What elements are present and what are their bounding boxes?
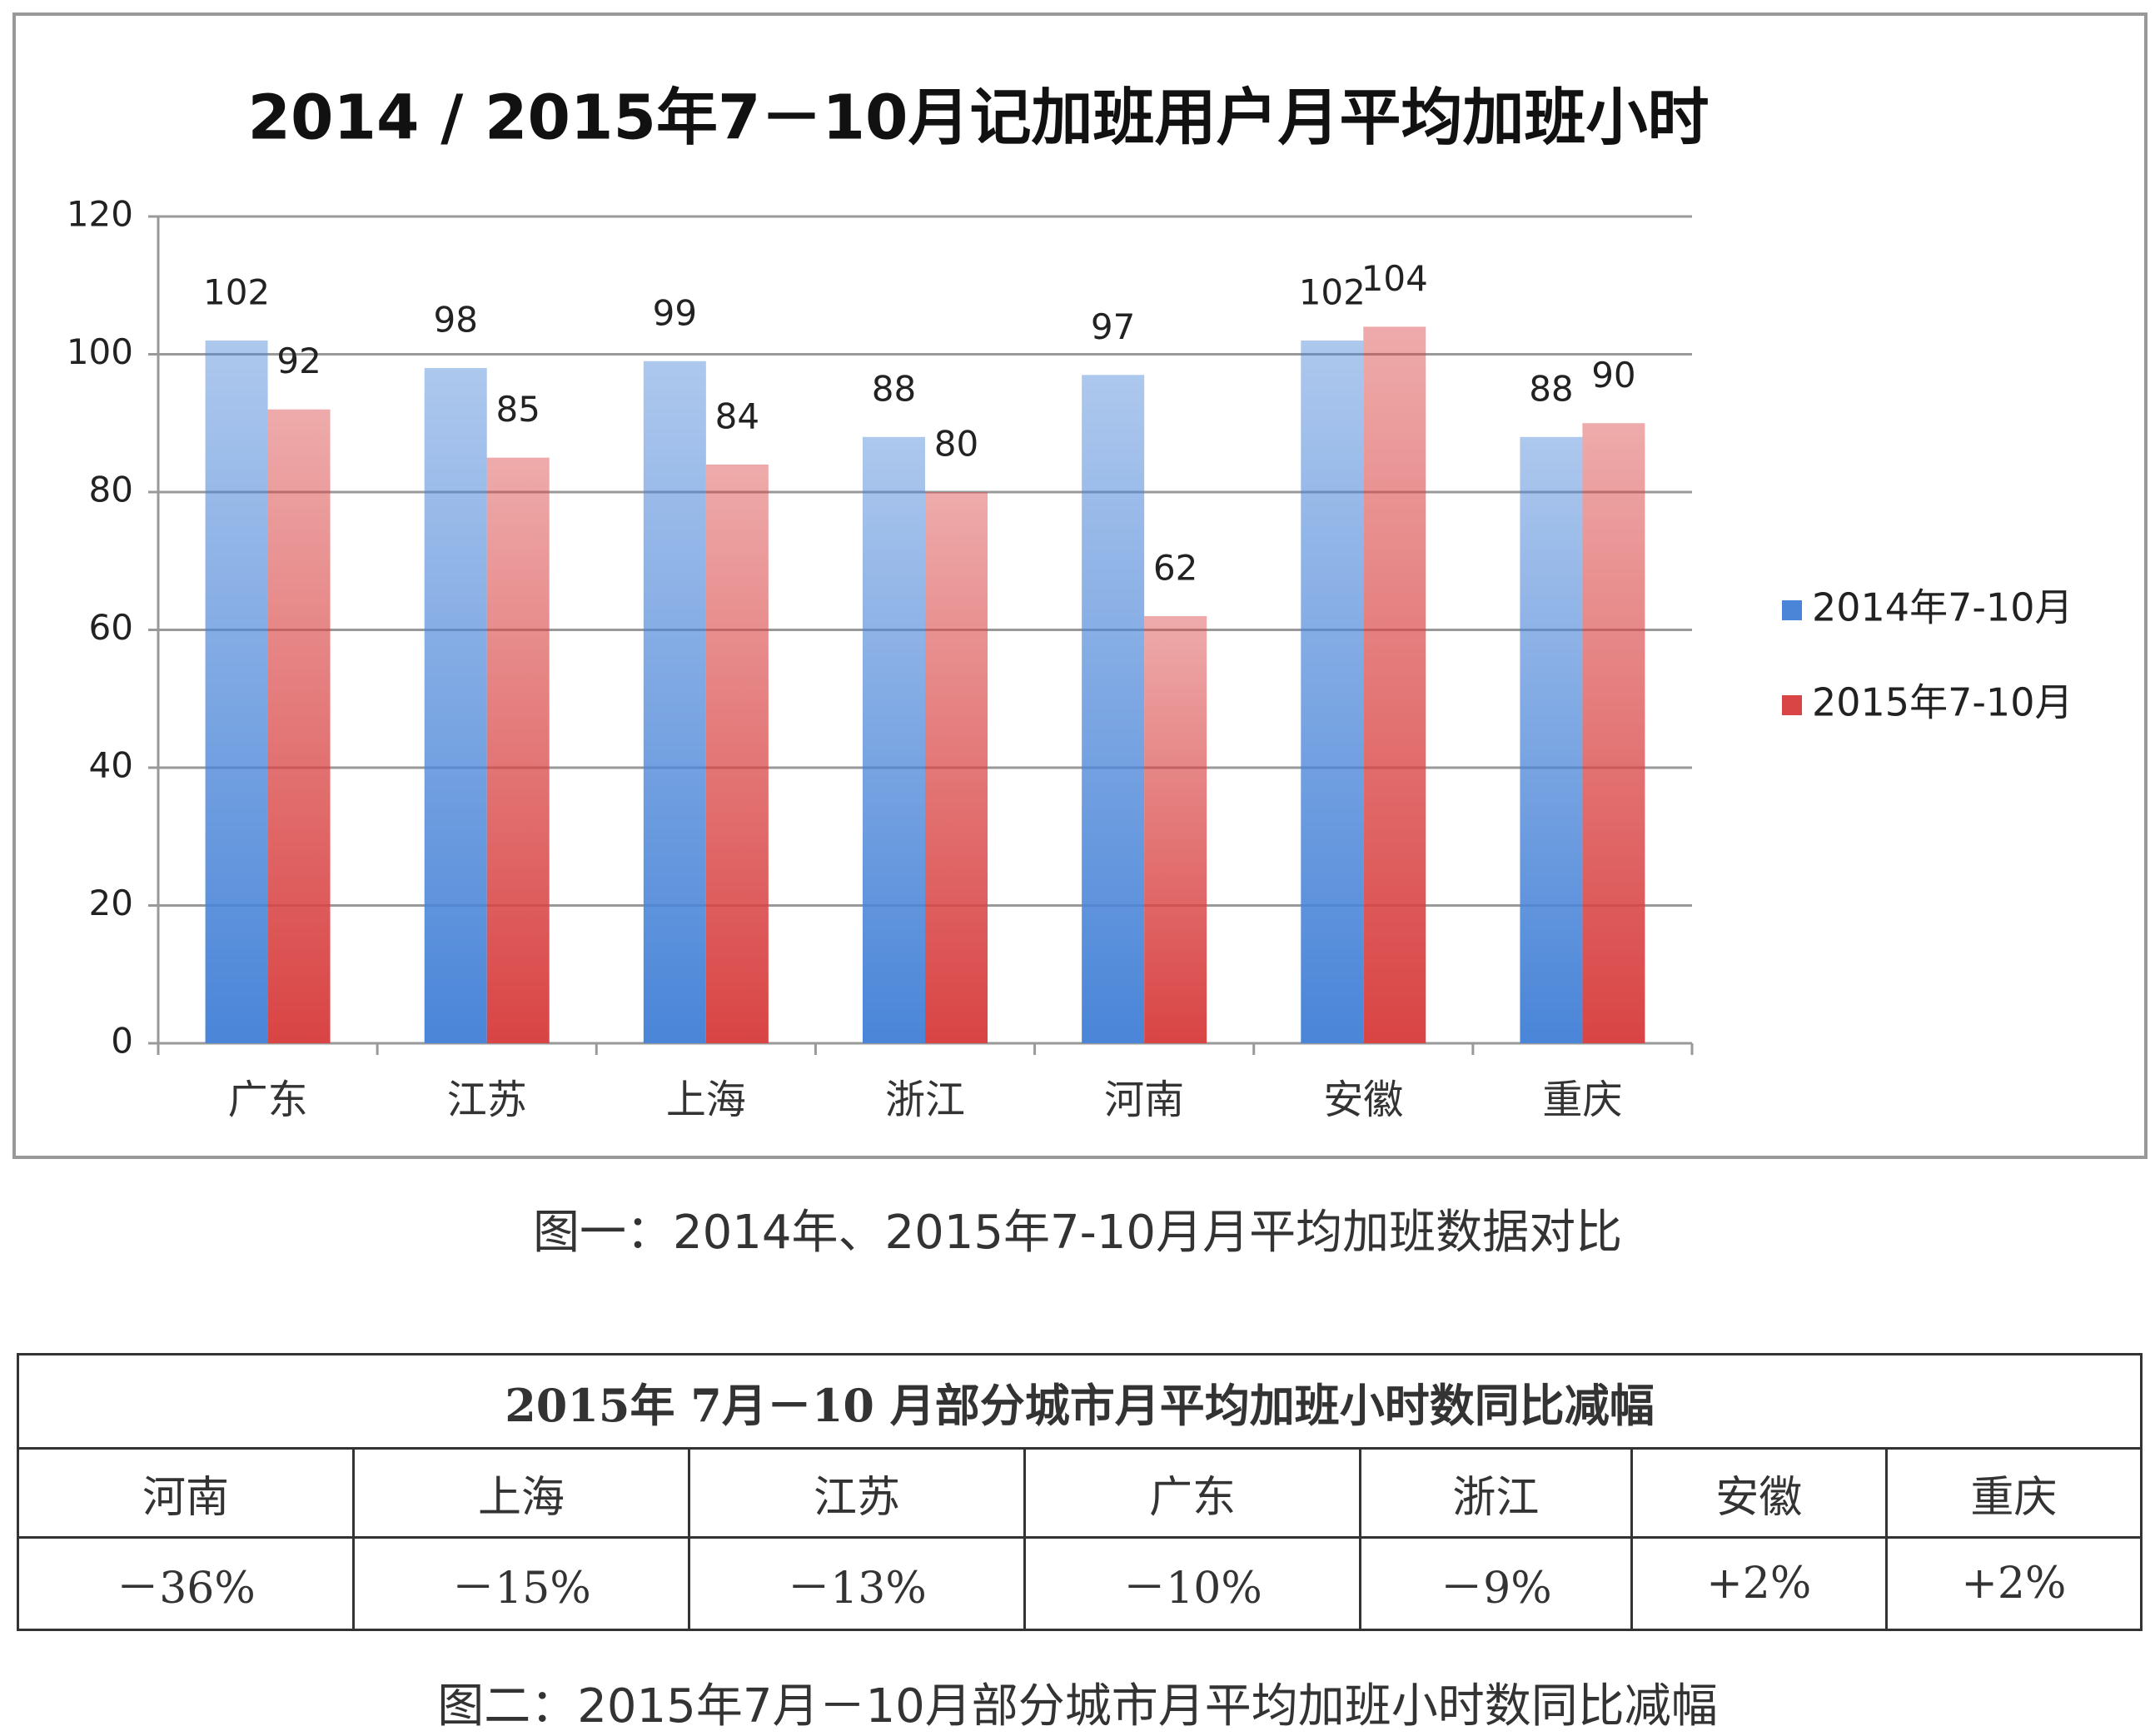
- data-label: 97: [1091, 306, 1135, 347]
- table-cell: +2%: [1884, 1536, 2143, 1631]
- legend-label: 2015年7-10月: [1812, 680, 2073, 725]
- data-label: 92: [276, 341, 321, 381]
- chart: 2014 / 2015年7－10月记加班用户月平均加班小时 0 20 40 60 80 1…: [12, 12, 2148, 1159]
- data-label: 85: [495, 389, 540, 430]
- bar: [1520, 436, 1583, 1043]
- table-header-cell: 河南: [17, 1447, 355, 1539]
- legend-label: 2014年7-10月: [1812, 585, 2073, 630]
- x-tick-label: 上海: [666, 1077, 746, 1123]
- data-label: 104: [1361, 258, 1428, 299]
- table-header-cell: 安徽: [1630, 1447, 1888, 1539]
- x-tick-label: 重庆: [1542, 1077, 1622, 1123]
- table-header-cell: 重庆: [1884, 1447, 2143, 1539]
- x-tick-label: 江苏: [447, 1077, 527, 1123]
- data-table: 2015年 7月－10 月部分城市月平均加班小时数同比减幅 河南 上海 江苏 广东 浙江…: [17, 1353, 2143, 1631]
- y-tick-label: 20: [89, 883, 133, 923]
- bar: [267, 409, 331, 1043]
- bar: [643, 361, 706, 1043]
- table-cell: +2%: [1630, 1536, 1888, 1631]
- legend-swatch: [1782, 600, 1802, 620]
- bar: [1582, 423, 1645, 1043]
- table-cell: －9%: [1359, 1536, 1633, 1631]
- legend-swatch: [1782, 695, 1802, 715]
- table-header-cell: 浙江: [1359, 1447, 1633, 1539]
- y-tick-label: 60: [89, 607, 133, 648]
- bar: [1363, 326, 1426, 1043]
- data-label: 98: [433, 300, 477, 341]
- bar: [1301, 340, 1364, 1043]
- data-label: 80: [934, 424, 978, 465]
- data-label: 99: [653, 292, 697, 333]
- x-tick-label: 河南: [1104, 1077, 1184, 1123]
- table-cell: －36%: [17, 1536, 355, 1631]
- caption: 图一：2014年、2015年7-10月月平均加班数据对比: [532, 1206, 1623, 1260]
- bar: [424, 368, 487, 1043]
- bar: [1082, 375, 1145, 1043]
- y-tick-label: 80: [89, 470, 133, 510]
- x-tick-label: 安徽: [1323, 1077, 1403, 1123]
- table-cell: －10%: [1023, 1536, 1361, 1631]
- table-title: 2015年 7月－10 月部分城市月平均加班小时数同比减幅: [17, 1353, 2143, 1450]
- data-label: 88: [872, 368, 916, 409]
- table-header-cell: 上海: [352, 1447, 690, 1539]
- bar: [705, 464, 769, 1043]
- y-tick-label: 100: [67, 331, 133, 372]
- bar: [205, 340, 268, 1043]
- chart-title: 2014 / 2015年7－10月记加班用户月平均加班小时: [248, 82, 1710, 154]
- data-label: 84: [715, 395, 759, 436]
- data-label: 102: [1299, 271, 1366, 312]
- data-label: 102: [203, 271, 270, 312]
- caption: 图二：2015年7月－10月部分城市月平均加班小时数同比减幅: [437, 1679, 1718, 1734]
- x-tick-label: 浙江: [885, 1077, 965, 1123]
- table-header-cell: 广东: [1023, 1447, 1361, 1539]
- y-tick-label: 120: [67, 194, 133, 235]
- chart-frame: [12, 12, 2148, 1159]
- table-cell: －15%: [352, 1536, 690, 1631]
- y-tick-label: 40: [89, 745, 133, 786]
- data-label: 88: [1529, 368, 1573, 409]
- x-tick-label: 广东: [228, 1077, 308, 1123]
- bar: [1144, 615, 1207, 1043]
- bar: [863, 436, 925, 1043]
- table-cell: －13%: [688, 1536, 1026, 1631]
- data-label: 90: [1591, 355, 1635, 395]
- bar: [486, 457, 550, 1043]
- data-label: 62: [1153, 547, 1197, 588]
- y-tick-label: 0: [111, 1021, 133, 1062]
- bar: [925, 492, 988, 1043]
- table-header-cell: 江苏: [688, 1447, 1026, 1539]
